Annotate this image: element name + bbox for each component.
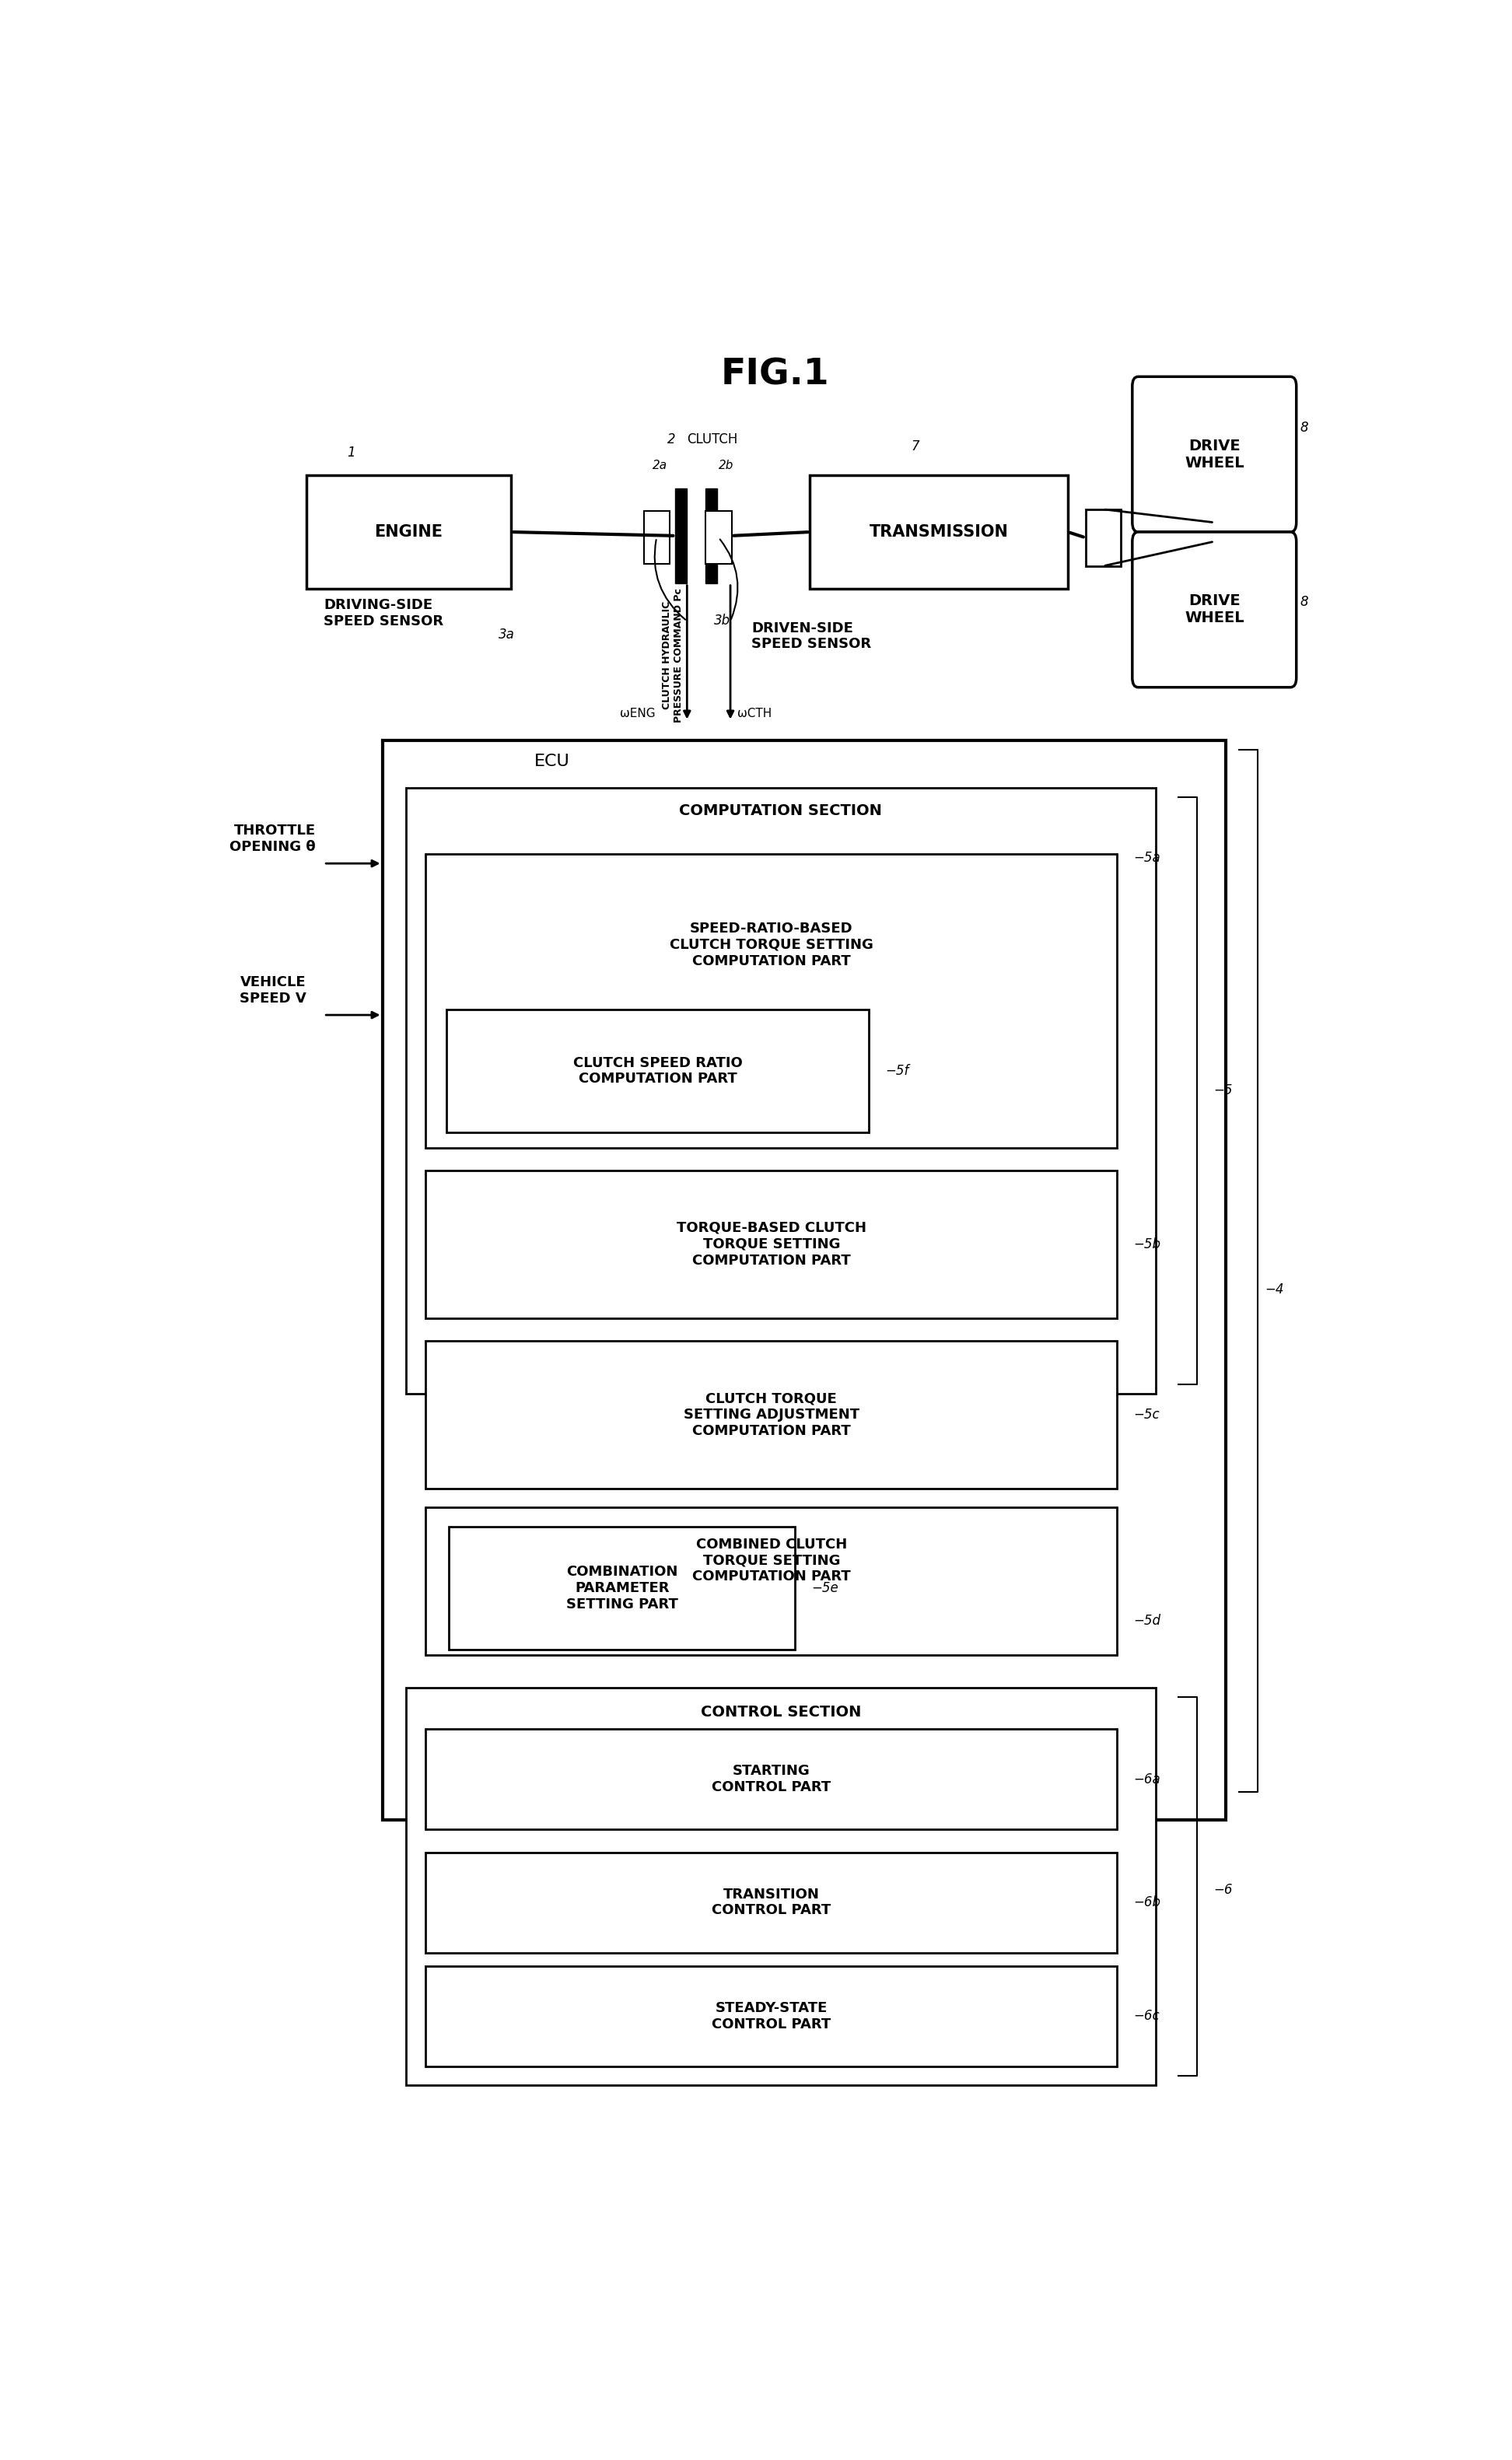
Text: 8: 8 (1300, 595, 1308, 610)
Text: ECU: ECU (534, 753, 570, 770)
Text: −5b: −5b (1134, 1237, 1161, 1252)
Text: −4: −4 (1264, 1282, 1284, 1296)
Text: VEHICLE
SPEED V: VEHICLE SPEED V (239, 974, 305, 1006)
Text: ENGINE: ENGINE (375, 524, 443, 539)
Text: COMPUTATION SECTION: COMPUTATION SECTION (679, 802, 881, 817)
Bar (1086, 509, 1120, 566)
Text: COMBINED CLUTCH
TORQUE SETTING
COMPUTATION PART: COMBINED CLUTCH TORQUE SETTING COMPUTATI… (692, 1538, 851, 1584)
Text: −5c: −5c (1134, 1407, 1160, 1422)
Text: TRANSITION
CONTROL PART: TRANSITION CONTROL PART (712, 1887, 832, 1916)
Text: ωENG: ωENG (620, 708, 655, 721)
Bar (426, 1966, 1117, 2066)
Text: −6c: −6c (1134, 2010, 1160, 2022)
Text: FIG.1: FIG.1 (721, 357, 829, 391)
Text: 1: 1 (348, 445, 355, 460)
Text: CLUTCH: CLUTCH (686, 433, 738, 445)
Bar (405, 787, 1155, 1395)
Text: −5f: −5f (885, 1063, 909, 1077)
Bar (426, 1171, 1117, 1319)
Bar (449, 1525, 795, 1651)
Bar (706, 512, 732, 563)
Text: STEADY-STATE
CONTROL PART: STEADY-STATE CONTROL PART (712, 2000, 832, 2032)
Text: 3a: 3a (499, 627, 514, 642)
Bar (448, 1009, 868, 1132)
Text: DRIVE
WHEEL: DRIVE WHEEL (1184, 438, 1244, 470)
Text: THROTTLE
OPENING θ: THROTTLE OPENING θ (230, 824, 316, 854)
Text: −5d: −5d (1134, 1614, 1161, 1629)
Text: 2: 2 (667, 433, 676, 445)
Bar (426, 1852, 1117, 1953)
Text: CLUTCH HYDRAULIC
PRESSURE COMMAND Pc: CLUTCH HYDRAULIC PRESSURE COMMAND Pc (662, 588, 683, 723)
Bar (426, 1341, 1117, 1488)
Text: 3b: 3b (714, 615, 730, 627)
Text: −6b: −6b (1134, 1894, 1161, 1909)
Bar (426, 1729, 1117, 1830)
Bar (676, 490, 686, 583)
Text: DRIVE
WHEEL: DRIVE WHEEL (1184, 593, 1244, 625)
Bar (426, 1508, 1117, 1656)
Bar (644, 512, 670, 563)
Text: 2b: 2b (718, 460, 733, 472)
Text: STARTING
CONTROL PART: STARTING CONTROL PART (712, 1764, 832, 1793)
Text: −5: −5 (1213, 1085, 1232, 1097)
Text: −6: −6 (1213, 1882, 1232, 1897)
Text: DRIVEN-SIDE
SPEED SENSOR: DRIVEN-SIDE SPEED SENSOR (751, 620, 871, 652)
Text: −5a: −5a (1134, 851, 1161, 866)
Text: COMBINATION
PARAMETER
SETTING PART: COMBINATION PARAMETER SETTING PART (565, 1565, 677, 1611)
Bar (405, 1688, 1155, 2086)
Bar (426, 854, 1117, 1146)
Text: −6a: −6a (1134, 1771, 1161, 1786)
FancyBboxPatch shape (1132, 531, 1296, 686)
Text: 2a: 2a (652, 460, 667, 472)
Bar (810, 475, 1067, 588)
Text: TRANSMISSION: TRANSMISSION (869, 524, 1009, 539)
Bar (305, 475, 511, 588)
Text: CLUTCH SPEED RATIO
COMPUTATION PART: CLUTCH SPEED RATIO COMPUTATION PART (573, 1055, 742, 1085)
Text: ωCTH: ωCTH (738, 708, 771, 721)
Text: 7: 7 (912, 440, 919, 453)
Bar (706, 490, 718, 583)
Bar (383, 740, 1226, 1820)
Text: TORQUE-BASED CLUTCH
TORQUE SETTING
COMPUTATION PART: TORQUE-BASED CLUTCH TORQUE SETTING COMPU… (676, 1220, 866, 1267)
Text: CLUTCH TORQUE
SETTING ADJUSTMENT
COMPUTATION PART: CLUTCH TORQUE SETTING ADJUSTMENT COMPUTA… (683, 1392, 859, 1437)
Text: DRIVING-SIDE
SPEED SENSOR: DRIVING-SIDE SPEED SENSOR (324, 598, 443, 627)
Text: CONTROL SECTION: CONTROL SECTION (700, 1705, 860, 1720)
Text: SPEED-RATIO-BASED
CLUTCH TORQUE SETTING
COMPUTATION PART: SPEED-RATIO-BASED CLUTCH TORQUE SETTING … (670, 922, 874, 969)
Text: 8: 8 (1300, 421, 1308, 435)
FancyBboxPatch shape (1132, 376, 1296, 531)
Text: −5e: −5e (812, 1582, 838, 1594)
